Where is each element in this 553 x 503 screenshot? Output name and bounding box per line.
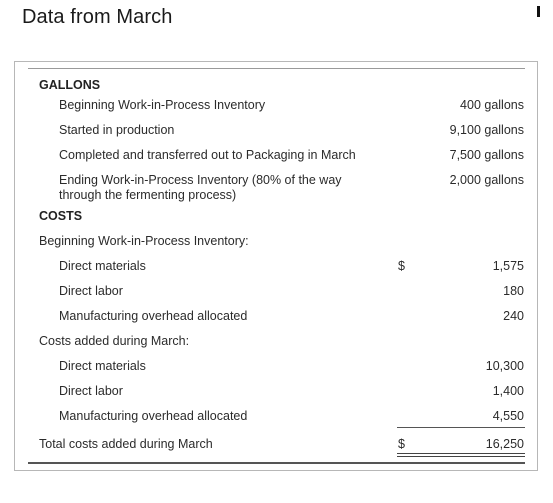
table-top-rule [28, 68, 525, 69]
cost-row-value: 10,300 [485, 359, 524, 373]
cost-row-label: Direct materials [59, 359, 146, 373]
gallons-row-label-line1: Ending Work-in-Process Inventory (80% of… [59, 173, 342, 187]
corner-mark [537, 6, 540, 17]
gallons-row-label: Completed and transferred out to Packagi… [59, 148, 356, 162]
gallons-row-label-line2: through the fermenting process) [59, 188, 237, 202]
cost-row-value: 240 [503, 309, 524, 323]
cost-row-label: Manufacturing overhead allocated [59, 309, 248, 323]
gallons-row-label: Beginning Work-in-Process Inventory [59, 98, 266, 112]
cost-row-value: 1,400 [492, 384, 524, 398]
subtotal-rule [397, 427, 525, 428]
cost-row-label: Direct labor [59, 284, 123, 298]
beginning-wip-heading: Beginning Work-in-Process Inventory: [39, 234, 249, 248]
total-double-rule [397, 453, 525, 457]
gallons-row-value: 2,000 gallons [449, 173, 524, 187]
costs-heading: COSTS [39, 209, 83, 223]
data-table-panel [14, 61, 538, 471]
gallons-heading: GALLONS [39, 78, 101, 92]
total-costs-value: 16,250 [485, 437, 524, 451]
cost-row-label: Direct labor [59, 384, 123, 398]
currency-symbol: $ [398, 437, 405, 451]
cost-row-value: 180 [503, 284, 524, 298]
table-bottom-rule [28, 462, 525, 464]
cost-row-value: 1,575 [492, 259, 524, 273]
cost-row-value: 4,550 [492, 409, 524, 423]
gallons-row-label: Started in production [59, 123, 175, 137]
total-costs-label: Total costs added during March [39, 437, 213, 451]
cost-row-label: Direct materials [59, 259, 146, 273]
currency-symbol: $ [398, 259, 405, 273]
gallons-row-value: 7,500 gallons [449, 148, 524, 162]
cost-row-label: Manufacturing overhead allocated [59, 409, 248, 423]
page-title: Data from March [22, 6, 173, 28]
costs-added-heading: Costs added during March: [39, 334, 190, 348]
gallons-row-value: 400 gallons [460, 98, 524, 112]
gallons-row-value: 9,100 gallons [449, 123, 524, 137]
